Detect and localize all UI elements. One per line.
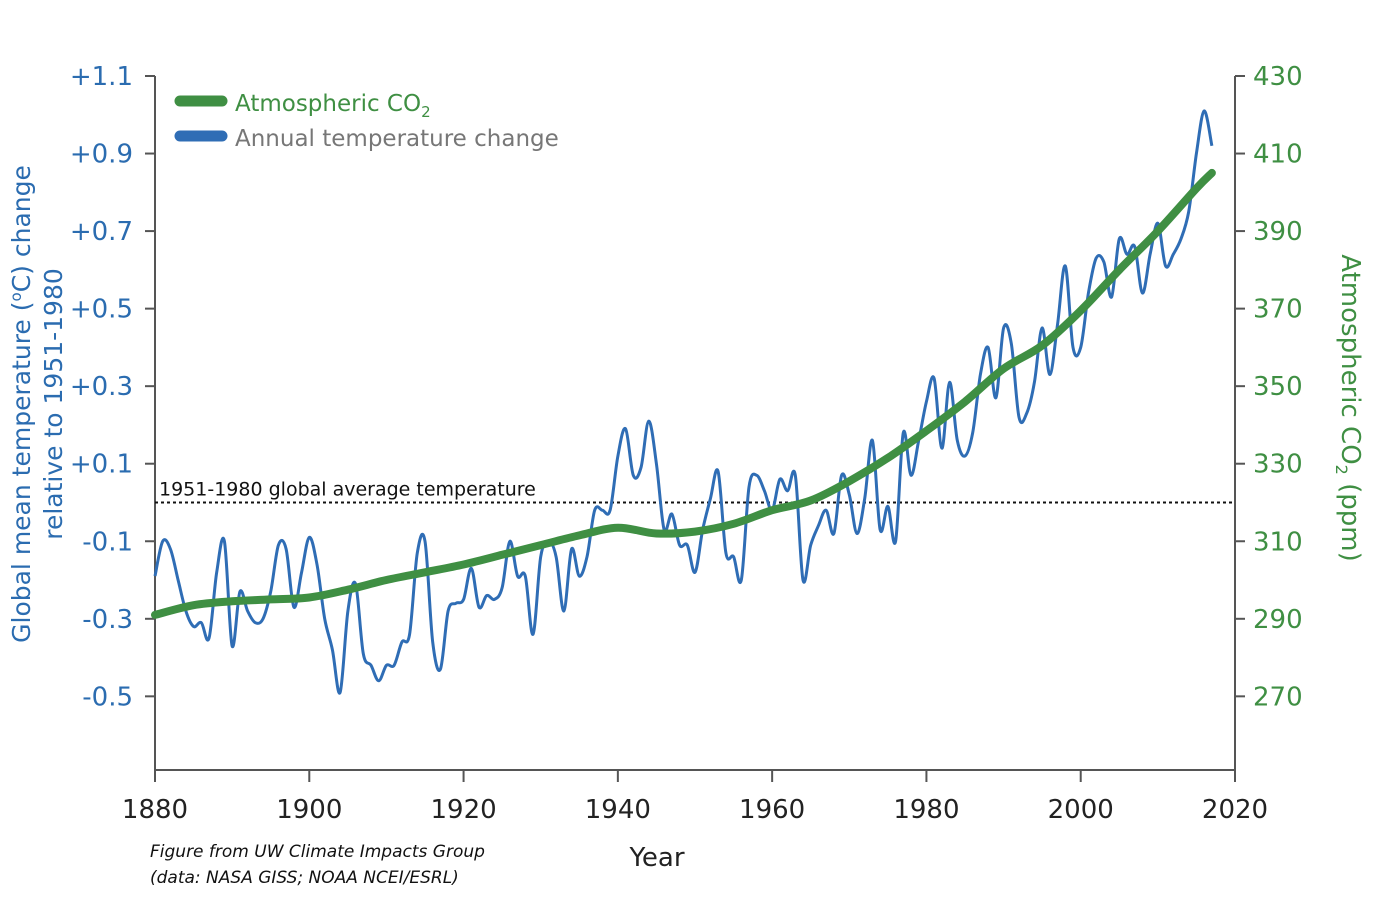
x-tick-label: 1880 bbox=[122, 795, 188, 825]
right-tick-label: 430 bbox=[1253, 62, 1303, 92]
x-tick-label: 2000 bbox=[1048, 795, 1114, 825]
left-tick-label: +0.9 bbox=[70, 140, 133, 170]
right-axis-title: Atmospheric CO2 (ppm) bbox=[1332, 254, 1365, 561]
left-tick-label: +1.1 bbox=[70, 62, 133, 92]
x-tick-label: 1960 bbox=[739, 795, 805, 825]
x-tick-label: 1940 bbox=[585, 795, 651, 825]
left-tick-label: +0.5 bbox=[70, 295, 133, 325]
figure-credit-line1: Figure from UW Climate Impacts Group bbox=[150, 842, 485, 862]
left-tick-label: +0.3 bbox=[70, 372, 133, 402]
x-axis-title: Year bbox=[628, 843, 684, 873]
series-line-co2 bbox=[151, 168, 1216, 619]
reference-line-label: 1951-1980 global average temperature bbox=[159, 478, 536, 500]
legend-label-temp: Annual temperature change bbox=[235, 126, 559, 152]
x-ticks: 1880 1900 1920 1940 1960 1980 2000 2020 bbox=[122, 770, 1268, 825]
left-tick-label: +0.7 bbox=[70, 217, 133, 247]
left-axis-title-line2: relative to 1951-1980 bbox=[39, 268, 68, 540]
right-tick-label: 330 bbox=[1253, 450, 1303, 480]
x-tick-label: 1920 bbox=[430, 795, 496, 825]
figure-credit-line2: (data: NASA GISS; NOAA NCEI/ESRL) bbox=[150, 868, 459, 888]
series-line-temperature bbox=[153, 109, 1214, 695]
left-tick-label: -0.5 bbox=[82, 682, 133, 712]
right-tick-label: 350 bbox=[1253, 372, 1303, 402]
right-tick-label: 270 bbox=[1253, 682, 1303, 712]
right-tick-label: 370 bbox=[1253, 295, 1303, 325]
x-tick-label: 2020 bbox=[1202, 795, 1268, 825]
x-tick-label: 1980 bbox=[893, 795, 959, 825]
right-tick-label: 410 bbox=[1253, 140, 1303, 170]
left-tick-label: -0.3 bbox=[82, 605, 133, 635]
right-tick-label: 390 bbox=[1253, 217, 1303, 247]
legend-label-co2: Atmospheric CO2 bbox=[235, 91, 431, 121]
x-tick-label: 1900 bbox=[276, 795, 342, 825]
right-tick-label: 290 bbox=[1253, 605, 1303, 635]
right-y-ticks: 430 410 390 370 350 330 310 290 270 bbox=[1235, 62, 1303, 712]
left-axis-title: Global mean temperature (oC) change bbox=[7, 165, 36, 643]
right-tick-label: 310 bbox=[1253, 527, 1303, 557]
left-y-ticks: +1.1 +0.9 +0.7 +0.5 +0.3 +0.1 -0.1 -0.3 -0.5 bbox=[70, 62, 155, 712]
left-tick-label: -0.1 bbox=[82, 527, 133, 557]
left-tick-label: +0.1 bbox=[70, 450, 133, 480]
